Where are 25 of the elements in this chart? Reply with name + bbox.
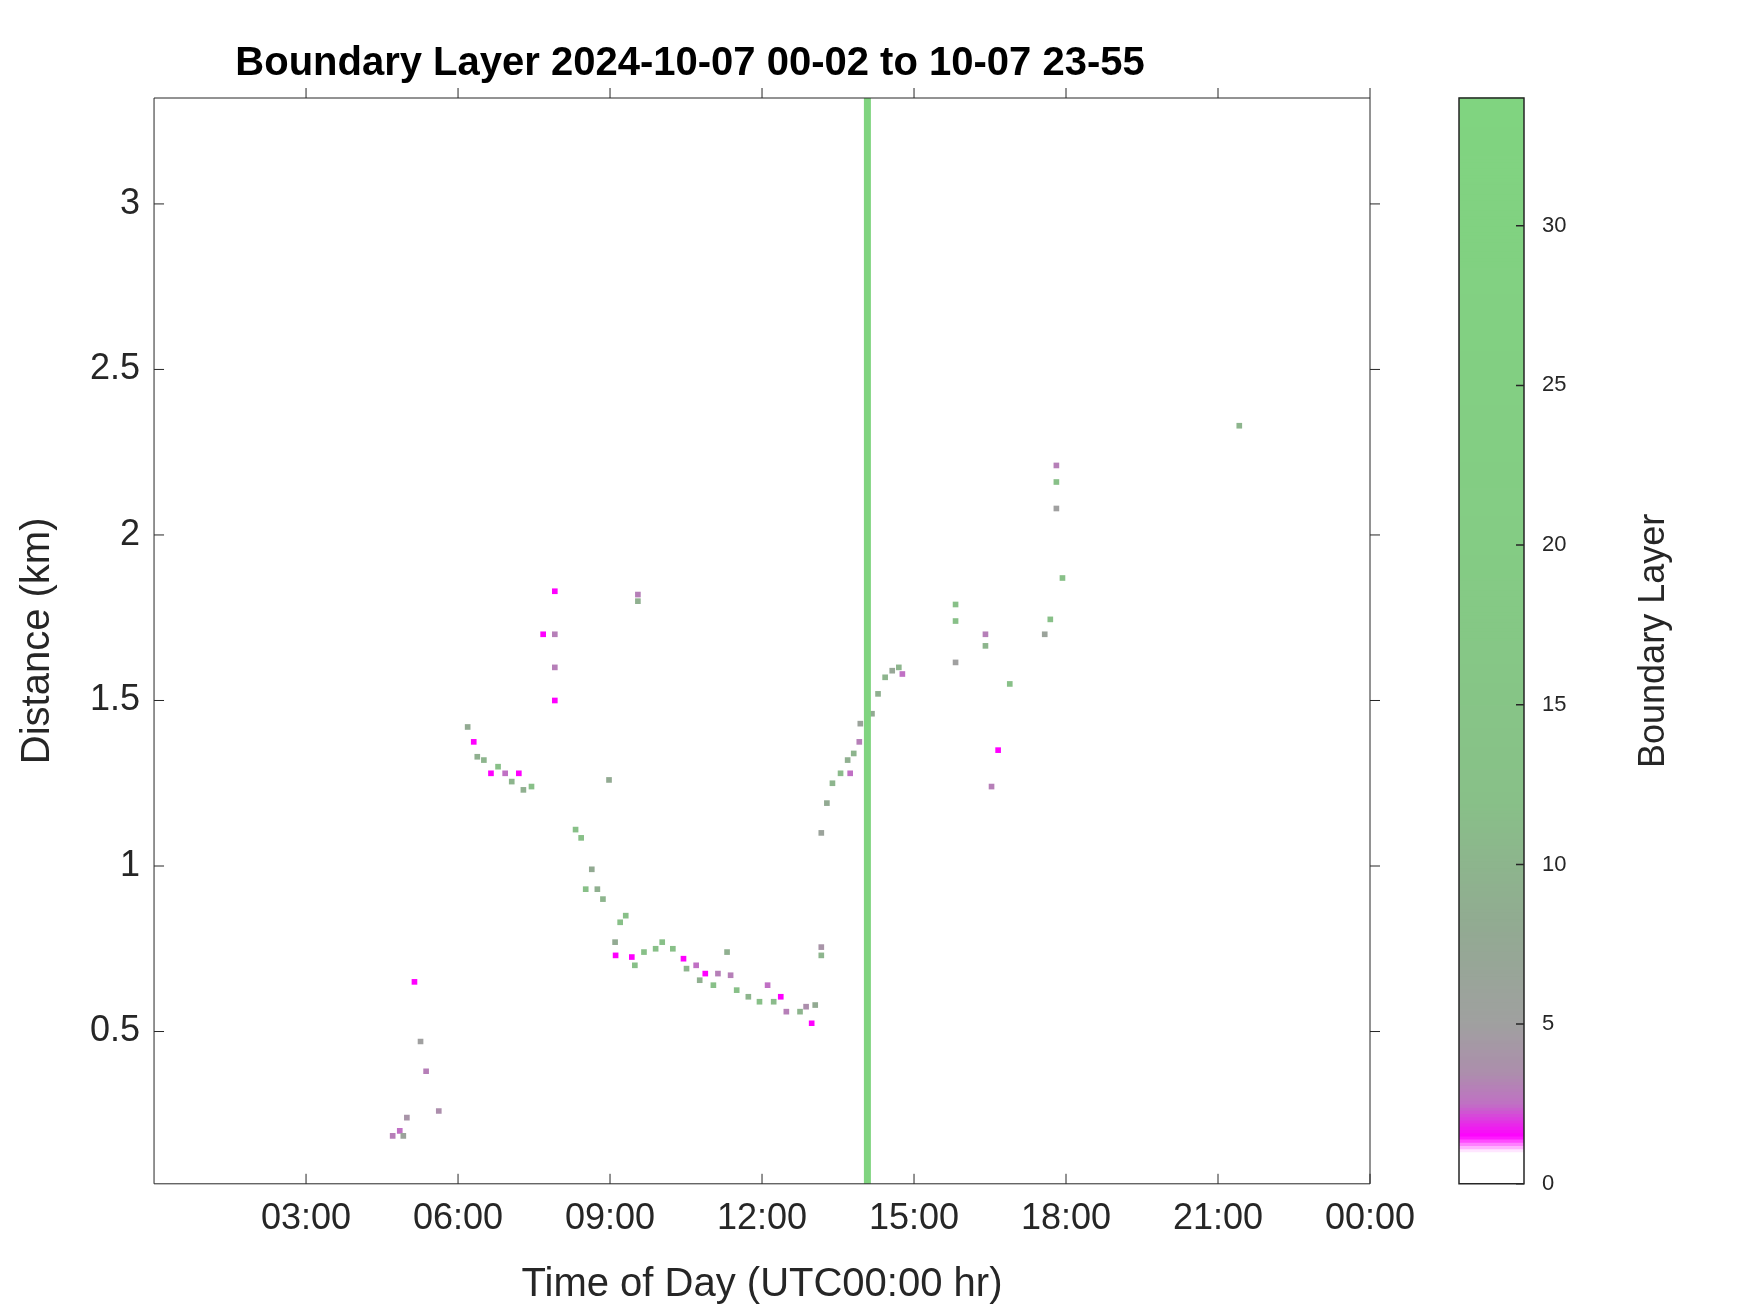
- color-bar-label: 5: [1542, 1010, 1555, 1036]
- color-bar-label: 20: [1542, 531, 1567, 557]
- chart-title: Boundary Layer 2024-10-07 00-02 to 10-07 23-55: [235, 39, 1145, 84]
- x-axis-title: Time of Day (UTC00:00 hr): [521, 1260, 1003, 1305]
- x-tick-label: 03:00: [260, 1196, 352, 1238]
- color-bar-label: 0: [1542, 1169, 1555, 1195]
- y-tick-label: 1: [120, 842, 141, 884]
- x-tick-label: 00:00: [1324, 1196, 1416, 1238]
- y-tick-label: 2: [120, 511, 141, 553]
- color-bar-label: 15: [1542, 690, 1567, 716]
- y-tick-label: 2.5: [90, 346, 141, 388]
- y-tick-label: 0.5: [90, 1008, 141, 1050]
- color-bar-label: 10: [1542, 850, 1567, 876]
- x-tick-label: 18:00: [1020, 1196, 1112, 1238]
- x-tick-label: 12:00: [716, 1196, 808, 1238]
- color-bar-label: 30: [1542, 211, 1567, 237]
- y-tick-label: 1.5: [90, 677, 141, 719]
- color-bar-label: 25: [1542, 371, 1567, 397]
- y-axis-title: Distance (km): [13, 517, 58, 765]
- x-tick-label: 15:00: [868, 1196, 960, 1238]
- y-tick-label: 3: [120, 180, 141, 222]
- x-tick-label: 09:00: [564, 1196, 656, 1238]
- color-bar-title: Boundary Layer: [1630, 513, 1672, 768]
- x-tick-label: 06:00: [412, 1196, 504, 1238]
- x-tick-label: 21:00: [1172, 1196, 1264, 1238]
